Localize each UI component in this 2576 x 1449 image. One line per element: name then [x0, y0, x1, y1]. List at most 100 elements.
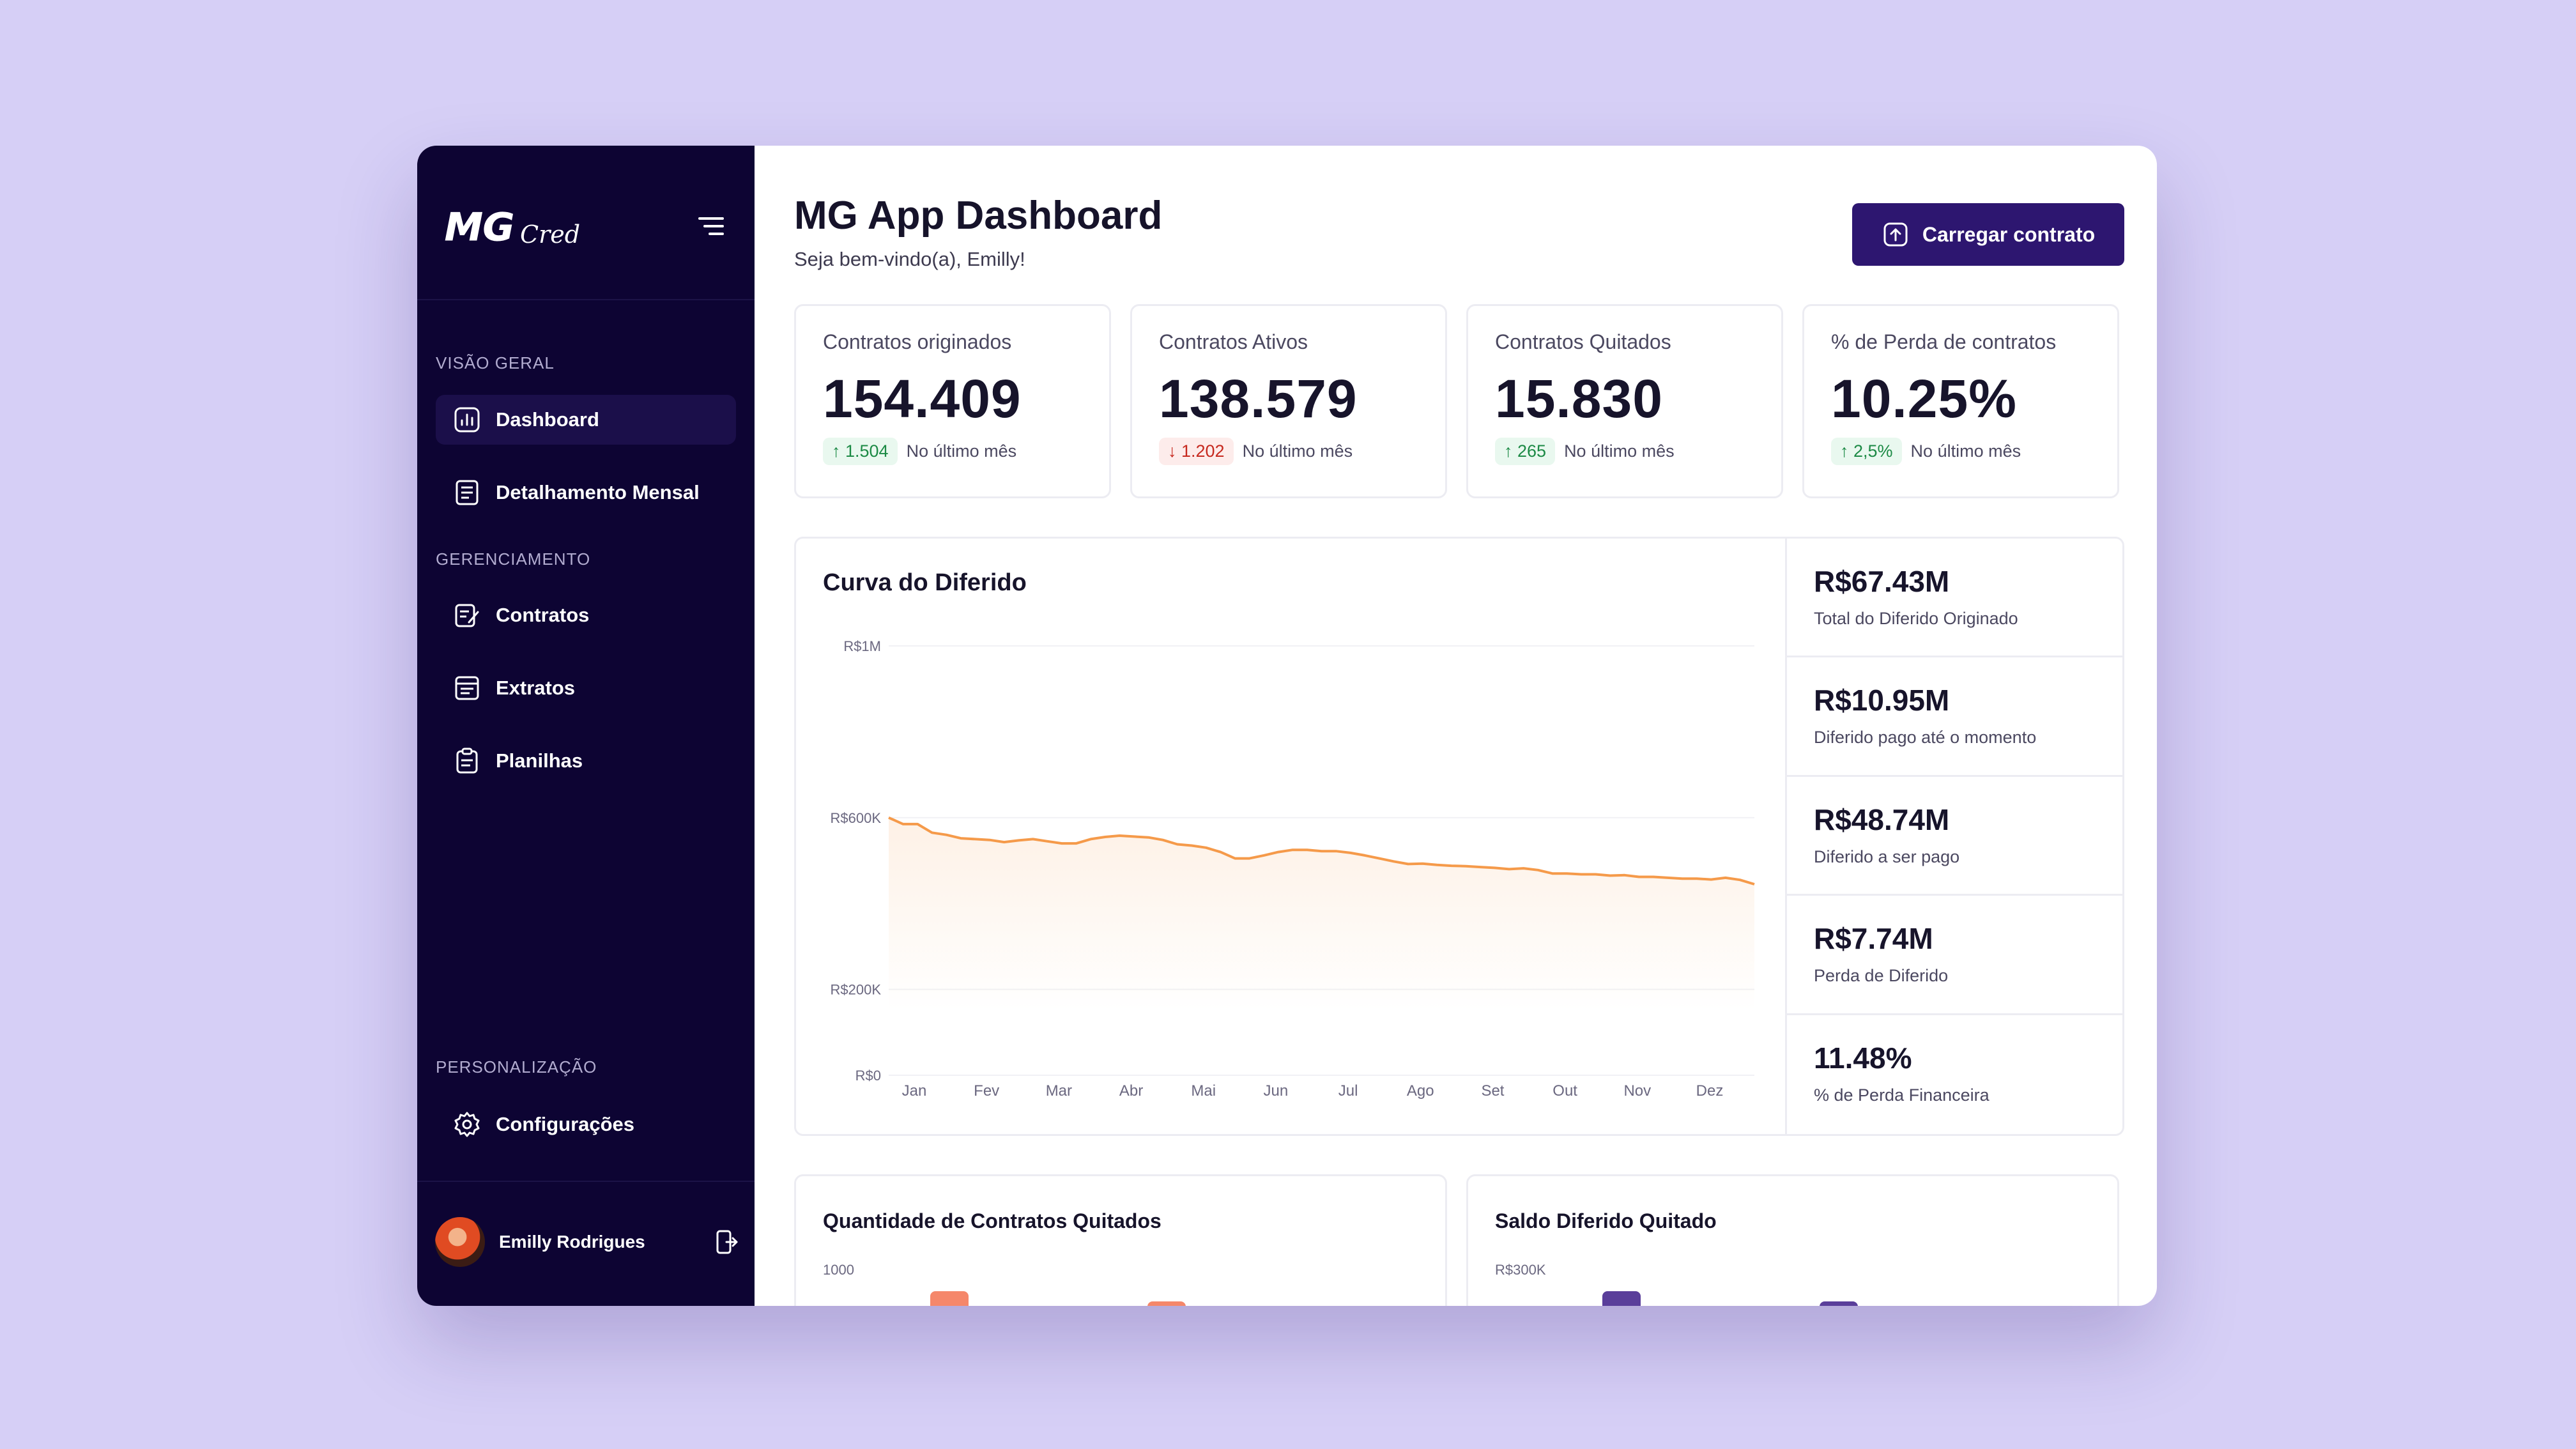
svg-text:MG: MG	[445, 205, 514, 250]
chart-title: Curva do Diferido	[823, 569, 1027, 596]
bar	[1602, 1291, 1641, 1306]
panel-title: Quantidade de Contratos Quitados	[823, 1209, 1162, 1232]
user-profile[interactable]: Emilly Rodrigues	[435, 1216, 742, 1268]
trend-badge: ↓ 1.202	[1159, 438, 1234, 465]
sidebar-item-label: Dashboard	[496, 408, 599, 431]
trend-badge: ↑ 1.504	[823, 438, 898, 465]
metric-total-originated: R$67.43M Total do Diferido Originado	[1787, 539, 2122, 658]
stat-title: Contratos Quitados	[1495, 330, 1671, 353]
stat-value: 138.579	[1159, 369, 1358, 429]
svg-text:Cred: Cred	[520, 220, 580, 249]
deferred-curve-chart: R$0 R$200K R$600K R$1M Jan Fev Mar Abr Mai Jun Jul…	[830, 638, 1755, 1100]
section-label-management: GERENCIAMENTO	[436, 549, 591, 569]
upload-icon	[1883, 222, 1908, 247]
metric-value: R$7.74M	[1814, 922, 1933, 956]
app-window: MG Cred VISÃO GERAL Dashboard Detalhamen…	[417, 146, 2157, 1306]
y-tick-label: R$1M	[843, 638, 881, 654]
x-tick-label: Dez	[1696, 1082, 1724, 1100]
avatar	[435, 1217, 485, 1267]
x-tick-label: Jan	[902, 1082, 927, 1100]
y-tick-label: R$200K	[830, 982, 881, 998]
section-label-personalization: PERSONALIZAÇÃO	[436, 1057, 597, 1077]
y-tick-label: R$600K	[830, 810, 881, 826]
stat-title: Contratos Ativos	[1159, 330, 1308, 353]
x-tick-label: Ago	[1407, 1082, 1434, 1100]
sidebar-item-configuracoes[interactable]: Configurações	[436, 1100, 736, 1149]
metric-value: R$67.43M	[1814, 565, 1950, 598]
menu-toggle-icon[interactable]	[692, 207, 730, 245]
panel-title: Saldo Diferido Quitado	[1495, 1209, 1717, 1232]
sidebar-item-dashboard[interactable]: Dashboard	[436, 395, 736, 445]
bar	[930, 1291, 969, 1306]
metric-loss: R$7.74M Perda de Diferido	[1787, 896, 2122, 1015]
sidebar-divider	[417, 299, 755, 300]
section-label-overview: VISÃO GERAL	[436, 353, 555, 372]
stat-title: % de Perda de contratos	[1831, 330, 2057, 353]
stat-title: Contratos originados	[823, 330, 1012, 353]
sidebar: MG Cred VISÃO GERAL Dashboard Detalhamen…	[417, 146, 755, 1306]
metric-paid: R$10.95M Diferido pago até o momento	[1787, 657, 2122, 777]
series-line	[888, 816, 1755, 885]
stat-note: No último mês	[1564, 441, 1675, 461]
settled-balance-panel: Saldo Diferido Quitado R$300K	[1466, 1174, 2119, 1306]
x-tick-label: Nov	[1623, 1082, 1651, 1100]
upload-contract-label: Carregar contrato	[1922, 222, 2096, 246]
page-title: MG App Dashboard	[794, 194, 1163, 238]
metric-loss-percent: 11.48% % de Perda Financeira	[1787, 1015, 2122, 1134]
metric-label: Diferido pago até o momento	[1814, 728, 2037, 747]
welcome-message: Seja bem-vindo(a), Emilly!	[794, 248, 1025, 270]
stat-value: 10.25%	[1831, 369, 2017, 429]
settled-contracts-panel: Quantidade de Contratos Quitados 1000	[794, 1174, 1447, 1306]
user-name: Emilly Rodrigues	[499, 1232, 645, 1252]
stat-card-loss: % de Perda de contratos 10.25% ↑ 2,5% No …	[1802, 304, 2119, 498]
logout-icon[interactable]	[711, 1227, 742, 1257]
stat-card-active: Contratos Ativos 138.579 ↓ 1.202 No últim…	[1130, 304, 1447, 498]
sidebar-divider	[417, 1181, 755, 1182]
chart-icon	[454, 407, 480, 433]
stat-value: 154.409	[823, 369, 1022, 429]
clipboard-icon	[456, 747, 478, 774]
report-icon	[456, 480, 479, 505]
sidebar-item-label: Contratos	[496, 604, 590, 626]
sidebar-item-contratos[interactable]: Contratos	[436, 590, 736, 640]
axis-tick-label: R$300K	[1495, 1262, 1546, 1278]
x-tick-label: Out	[1552, 1082, 1577, 1100]
main-content: MG App Dashboard Seja bem-vindo(a), Emil…	[755, 146, 2157, 1306]
metrics-column: R$67.43M Total do Diferido Originado R$10…	[1785, 539, 2122, 1134]
contract-icon	[455, 604, 479, 627]
stat-card-settled: Contratos Quitados 15.830 ↑ 265 No último…	[1466, 304, 1783, 498]
upload-contract-button[interactable]: Carregar contrato	[1852, 203, 2124, 266]
stat-note: No último mês	[1910, 441, 2021, 461]
x-tick-label: Mai	[1191, 1082, 1216, 1100]
bar	[1147, 1301, 1186, 1306]
trend-badge: ↑ 2,5%	[1831, 438, 1902, 465]
x-tick-label: Jul	[1338, 1082, 1358, 1100]
metric-label: Diferido a ser pago	[1814, 847, 1960, 866]
sidebar-item-label: Detalhamento Mensal	[496, 481, 700, 503]
metric-value: 11.48%	[1814, 1041, 1912, 1075]
x-tick-label: Set	[1481, 1082, 1504, 1100]
sidebar-item-planilhas[interactable]: Planilhas	[436, 736, 736, 786]
metric-value: R$48.74M	[1814, 802, 1950, 836]
stat-note: No último mês	[1242, 441, 1353, 461]
stat-value: 15.830	[1495, 369, 1663, 429]
x-tick-label: Mar	[1046, 1082, 1072, 1100]
x-tick-label: Fev	[974, 1082, 999, 1100]
sidebar-item-extratos[interactable]: Extratos	[436, 663, 736, 713]
trend-badge: ↑ 265	[1495, 438, 1556, 465]
sidebar-item-label: Extratos	[496, 677, 576, 699]
x-tick-label: Abr	[1119, 1082, 1143, 1100]
metric-label: % de Perda Financeira	[1814, 1085, 1989, 1105]
statement-icon	[455, 676, 479, 700]
stat-note: No último mês	[906, 441, 1017, 461]
metric-label: Perda de Diferido	[1814, 966, 1949, 986]
sidebar-item-detalhamento-mensal[interactable]: Detalhamento Mensal	[436, 468, 736, 518]
x-tick-label: Jun	[1264, 1082, 1289, 1100]
brand-logo: MG Cred	[445, 205, 580, 250]
y-tick-label: R$0	[855, 1068, 881, 1084]
sidebar-item-label: Configurações	[496, 1113, 635, 1135]
metric-to-pay: R$48.74M Diferido a ser pago	[1787, 777, 2122, 896]
area-fill	[889, 817, 1754, 1011]
deferred-curve-panel: R$0 R$200K R$600K R$1M Jan Fev Mar Abr Mai Jun Jul…	[794, 537, 2124, 1136]
bar	[1820, 1301, 1858, 1306]
